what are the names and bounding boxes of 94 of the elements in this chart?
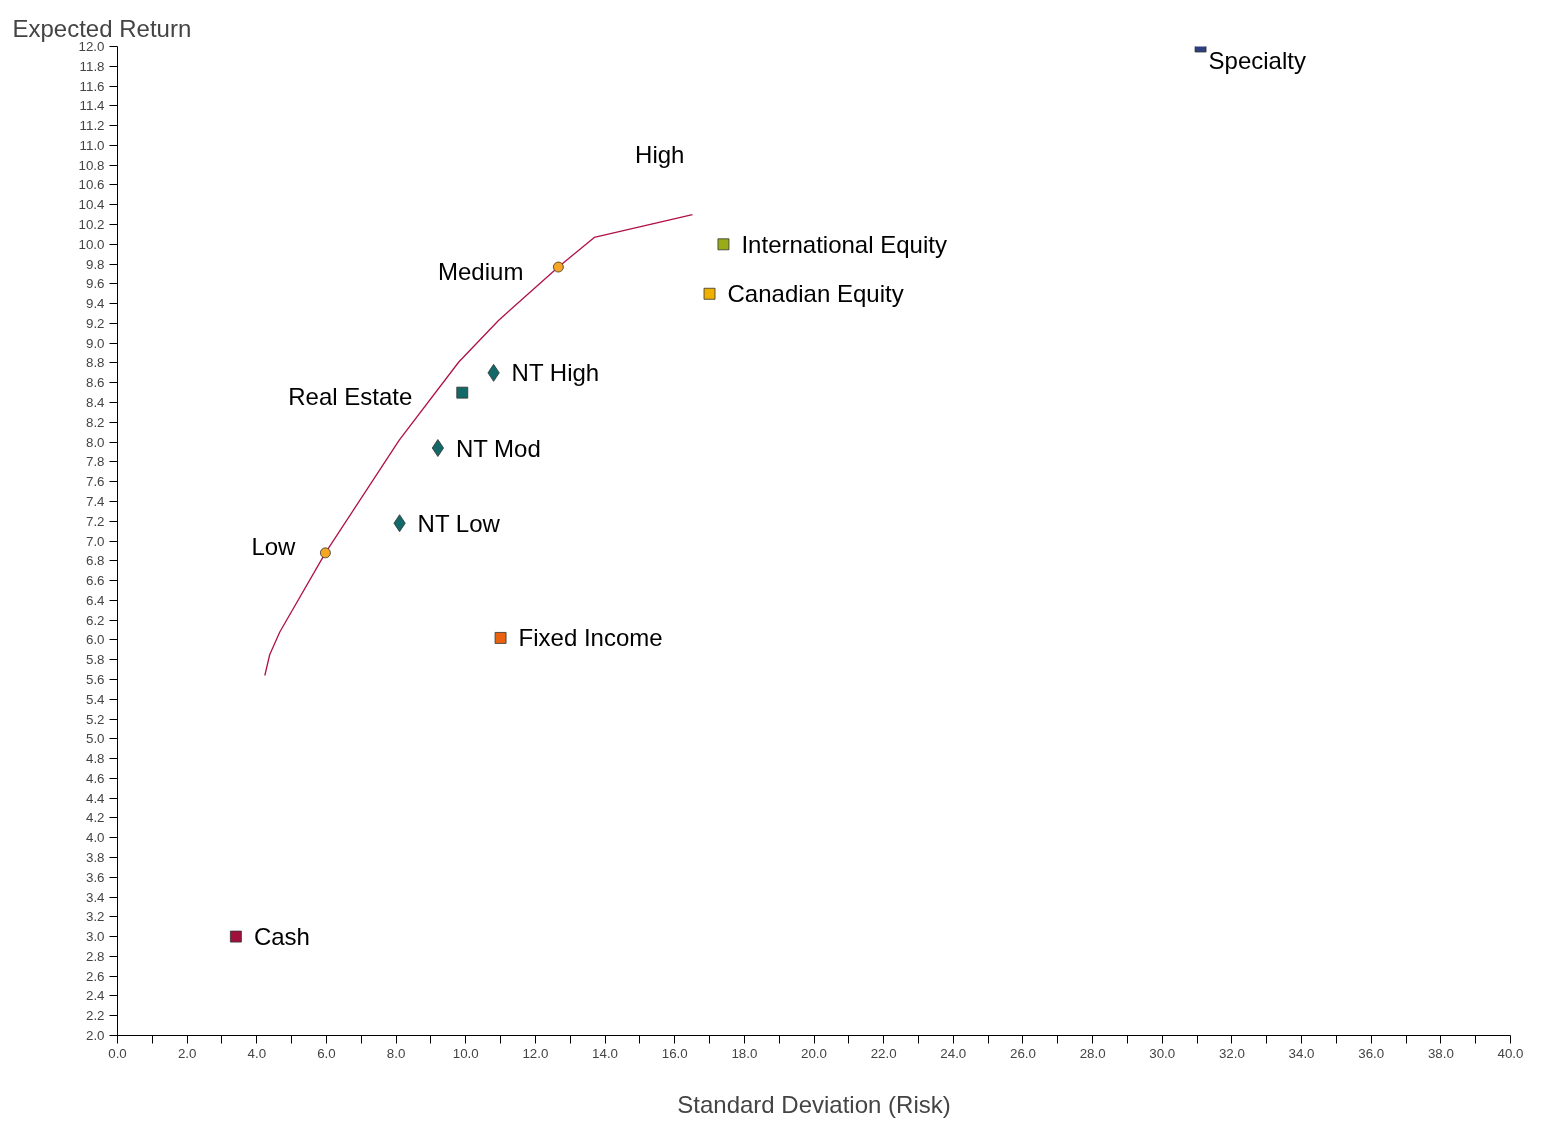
y-tick-label: 8.2 [85, 414, 105, 430]
y-tick-label: 9.4 [85, 296, 106, 312]
y-tick-label: 6.6 [85, 573, 105, 589]
y-tick-label: 6.2 [85, 612, 105, 628]
y-tick-label: 11.2 [79, 118, 105, 134]
y-tick-label: 2.2 [85, 1008, 105, 1024]
x-tick-label: 30.0 [1149, 1045, 1176, 1061]
x-tick-label: 4.0 [247, 1045, 267, 1061]
x-tick-label: 6.0 [317, 1045, 336, 1061]
x-tick-label: 14.0 [592, 1045, 619, 1061]
x-tick-label: 10.0 [452, 1045, 479, 1061]
y-tick-label: 8.6 [85, 375, 105, 391]
y-tick-label: 12.0 [78, 39, 105, 54]
series-label: Fixed Income [518, 624, 663, 652]
point [717, 238, 730, 251]
annotation: Medium [438, 257, 524, 285]
x-tick-label: 16.0 [661, 1045, 688, 1061]
x-tick-label: 36.0 [1358, 1045, 1385, 1061]
x-tick-label: 8.0 [386, 1045, 406, 1061]
y-tick-label: 4.6 [85, 770, 105, 786]
series-label: NT High [511, 359, 600, 387]
y-tick-label: 3.4 [85, 889, 106, 905]
x-tick-label: 32.0 [1218, 1045, 1245, 1061]
y-tick-label: 7.0 [85, 533, 105, 549]
y-tick-label: 5.6 [85, 671, 105, 687]
y-tick-label: 11.0 [79, 137, 105, 153]
y-tick-label: 5.2 [85, 711, 105, 727]
point [552, 261, 564, 273]
y-tick-label: 3.8 [85, 849, 105, 865]
y-tick-label: 2.0 [85, 1028, 105, 1043]
y-tick-label: 7.4 [85, 493, 106, 509]
x-tick-label: 24.0 [940, 1045, 967, 1061]
series-label: Canadian Equity [727, 280, 904, 308]
point [703, 287, 716, 300]
y-tick-label: 4.2 [85, 810, 105, 826]
y-tick-label: 3.0 [85, 929, 105, 945]
y-tick-label: 6.8 [85, 553, 105, 569]
x-tick-label: 18.0 [731, 1045, 758, 1061]
y-tick-label: 11.4 [79, 98, 106, 114]
y-tick-label: 7.6 [85, 474, 105, 490]
series-label: Specialty [1208, 47, 1306, 74]
y-tick-label: 5.4 [85, 691, 106, 707]
series-label: NT Mod [455, 434, 541, 462]
y-tick-label: 4.0 [85, 830, 105, 846]
y-tick-label: 6.0 [85, 632, 105, 648]
x-tick-label: 20.0 [801, 1045, 827, 1061]
x-tick-label: 28.0 [1079, 1045, 1106, 1061]
y-tick-label: 9.8 [85, 256, 105, 272]
y-tick-label: 8.8 [85, 355, 105, 371]
y-axis-title: Expected Return [12, 14, 192, 42]
y-tick-label: 8.4 [85, 395, 106, 411]
y-tick-label: 10.2 [78, 217, 105, 233]
series-label: International Equity [741, 230, 947, 258]
x-tick-label: 22.0 [870, 1045, 897, 1061]
y-tick-label: 8.0 [85, 434, 105, 450]
y-tick-label: 2.4 [85, 988, 106, 1004]
x-tick-label: 26.0 [1009, 1045, 1036, 1061]
annotation: Low [251, 533, 297, 561]
y-tick-label: 7.8 [85, 454, 105, 470]
x-tick-label: 40.0 [1497, 1045, 1524, 1061]
y-tick-label: 2.6 [85, 968, 105, 984]
y-tick-label: 9.6 [85, 276, 105, 292]
point [230, 930, 242, 943]
y-tick-label: 7.2 [85, 513, 105, 529]
y-tick-label: 9.2 [85, 315, 105, 331]
point [320, 547, 331, 559]
y-tick-label: 3.2 [85, 909, 105, 925]
y-tick-label: 4.4 [85, 790, 106, 806]
y-tick-label: 2.8 [85, 948, 105, 964]
x-tick-label: 2.0 [177, 1045, 197, 1061]
y-tick-label: 3.6 [85, 869, 105, 885]
series-label: NT Low [417, 509, 501, 537]
y-tick-label: 10.4 [78, 197, 106, 213]
y-tick-label: 5.8 [85, 652, 105, 668]
y-tick-label: 4.8 [85, 751, 105, 767]
x-tick-label: 34.0 [1288, 1045, 1315, 1061]
point [494, 632, 507, 644]
y-tick-label: 10.6 [78, 177, 105, 193]
y-tick-label: 10.0 [78, 236, 105, 252]
x-tick-label: 38.0 [1427, 1045, 1454, 1061]
point [431, 439, 444, 457]
series-label: Real Estate [288, 383, 413, 411]
y-tick-label: 6.4 [85, 592, 106, 608]
y-tick-label: 5.0 [85, 731, 105, 747]
x-axis-title: Standard Deviation (Risk) [677, 1090, 951, 1118]
y-tick-label: 11.6 [79, 78, 105, 94]
series-label: Cash [253, 923, 310, 951]
y-tick-label: 9.0 [85, 335, 105, 351]
y-tick-label: 10.8 [78, 157, 105, 173]
annotation: High [635, 141, 685, 169]
x-tick-label: 0.0 [108, 1045, 127, 1061]
x-tick-label: 12.0 [522, 1045, 549, 1061]
point [456, 386, 469, 399]
y-tick-label: 11.8 [79, 58, 105, 74]
